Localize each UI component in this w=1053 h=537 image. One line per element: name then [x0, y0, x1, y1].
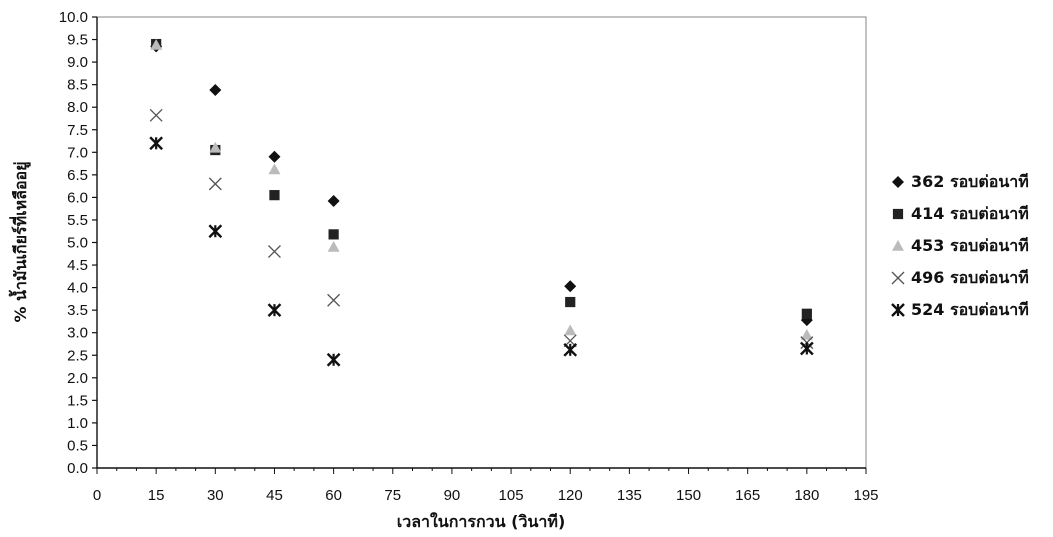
y-tick-label: 2.0 — [67, 370, 88, 387]
data-point — [801, 308, 812, 319]
series-triangle — [150, 38, 813, 340]
x-tick-label: 180 — [794, 487, 819, 504]
plot-area-border — [96, 16, 867, 469]
series-x — [149, 108, 814, 350]
y-tick-label: 9.0 — [67, 54, 88, 71]
data-point — [326, 352, 341, 367]
series-square — [151, 38, 812, 319]
x-tick-label: 195 — [853, 487, 878, 504]
x-tick-label: 105 — [499, 487, 524, 504]
data-point — [328, 229, 339, 240]
y-tick-label: 3.5 — [67, 302, 88, 319]
data-point — [269, 190, 280, 201]
y-tick-label: 5.0 — [67, 235, 88, 252]
x-tick-label: 165 — [735, 487, 760, 504]
x-tick-label: 150 — [676, 487, 701, 504]
y-tick-label: 10.0 — [59, 9, 88, 26]
legend-marker-triangle — [892, 240, 904, 251]
legend-marker-square — [892, 208, 904, 220]
series-star — [149, 136, 814, 367]
y-tick-label: 1.5 — [67, 392, 88, 409]
x-tick-label: 135 — [617, 487, 642, 504]
legend-item: 414 รอบต่อนาที — [888, 198, 1029, 230]
legend-item: 496 รอบต่อนาที — [888, 262, 1029, 294]
legend-label: 496 รอบต่อนาที — [911, 267, 1029, 287]
data-point — [149, 108, 163, 122]
legend-label: 362 รอบต่อนาที — [911, 171, 1029, 191]
x-tick-label: 0 — [93, 487, 101, 504]
data-point — [563, 342, 578, 357]
data-point — [209, 84, 222, 97]
y-tick-label: 5.5 — [67, 212, 88, 229]
y-tick-label: 3.0 — [67, 325, 88, 342]
y-tick-label: 7.0 — [67, 144, 88, 161]
legend-marker-star — [891, 303, 905, 317]
y-tick-label: 9.5 — [67, 32, 88, 49]
data-point — [267, 303, 282, 317]
y-tick-label: 7.5 — [67, 122, 88, 139]
x-tick-label: 60 — [325, 487, 342, 504]
data-point — [565, 296, 576, 308]
data-point — [327, 195, 340, 208]
legend-item: 362 รอบต่อนาที — [888, 166, 1029, 198]
data-point — [799, 341, 814, 356]
legend-label: 453 รอบต่อนาที — [911, 235, 1029, 255]
y-tick-label: 4.0 — [67, 280, 88, 297]
y-tick-label: 2.5 — [67, 347, 88, 364]
tick-labels: 0.0 0.5 1.0 1.5 2.0 2.5 3.0 3.5 4.0 4.5 5.0 5.5 6.0 6… — [59, 9, 879, 504]
data-point — [208, 224, 223, 239]
legend-marker-diamond — [892, 176, 904, 188]
x-tick-label: 75 — [384, 487, 401, 504]
data-point — [150, 38, 163, 50]
x-tick-label: 15 — [148, 487, 165, 504]
series-diamond — [150, 40, 813, 327]
data-point — [268, 150, 281, 163]
x-tick-label: 90 — [444, 487, 461, 504]
y-tick-label: 4.5 — [67, 257, 88, 274]
legend-marker-x — [891, 271, 905, 285]
x-tick-label: 120 — [558, 487, 583, 504]
y-tick-label: 8.0 — [67, 99, 88, 116]
legend: 362 รอบต่อนาที 414 รอบต่อนาที 453 รอบต่อนา… — [888, 166, 1029, 326]
data-point — [209, 141, 222, 153]
axes — [92, 16, 867, 474]
y-tick-label: 8.5 — [67, 77, 88, 94]
legend-label: 524 รอบต่อนาที — [911, 299, 1029, 319]
data-point — [800, 328, 813, 340]
legend-item: 453 รอบต่อนาที — [888, 230, 1029, 262]
data-point — [268, 245, 281, 258]
data-point — [208, 177, 222, 191]
data-point — [327, 241, 340, 252]
y-tick-label: 0.5 — [67, 437, 88, 454]
x-tick-label: 30 — [207, 487, 224, 504]
y-tick-label: 1.0 — [67, 415, 88, 432]
data-point — [564, 324, 577, 336]
data-point — [564, 280, 577, 293]
data-point — [327, 293, 341, 307]
data-point — [268, 163, 281, 175]
x-tick-label: 45 — [266, 487, 283, 504]
legend-label: 414 รอบต่อนาที — [911, 203, 1029, 223]
data-point — [149, 136, 164, 151]
x-axis-title: เวลาในการกวน (วินาที) — [397, 512, 566, 531]
y-tick-label: 6.0 — [67, 189, 88, 206]
y-tick-label: 0.0 — [67, 460, 88, 477]
y-tick-label: 6.5 — [67, 167, 88, 184]
legend-item: 524 รอบต่อนาที — [888, 294, 1029, 326]
data-points — [149, 38, 814, 367]
y-axis-title: % น้ำมันเกียร์ที่เหลืออยู่ — [8, 161, 32, 322]
